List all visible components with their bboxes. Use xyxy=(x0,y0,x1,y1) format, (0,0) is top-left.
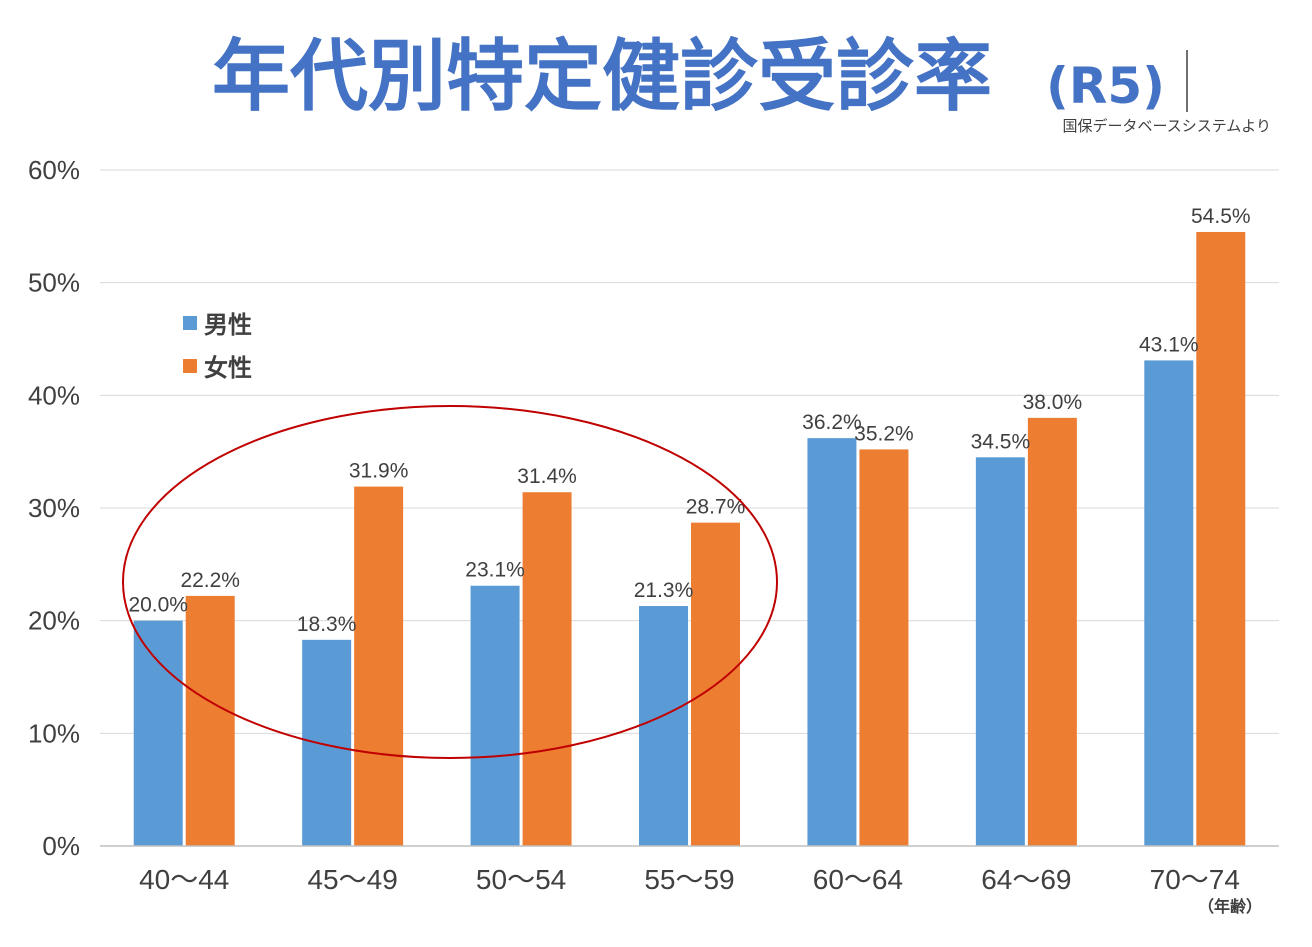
bar-male-4 xyxy=(807,438,857,846)
data-label: 54.5% xyxy=(1191,205,1251,228)
data-label: 36.2% xyxy=(802,411,862,434)
x-tick-label: 45～49 xyxy=(307,864,397,895)
bar-male-1 xyxy=(302,639,352,846)
y-tick-label: 40% xyxy=(28,380,80,410)
y-tick-label: 50% xyxy=(28,268,80,298)
bar-male-6 xyxy=(1144,360,1194,846)
highlight-ellipse xyxy=(122,405,778,759)
legend-label-female: 女性 xyxy=(204,354,252,382)
x-axis-unit-label: （年齢） xyxy=(1198,897,1262,916)
bar-female-4 xyxy=(859,449,909,846)
source-note: 国保データベースシステムより xyxy=(1062,117,1271,135)
data-labels: 20.0%22.2% 18.3% 31.9% 23.1% 31.4% 21.3% 28.7%… xyxy=(128,205,1250,636)
bar-male-5 xyxy=(975,457,1025,846)
data-label: 35.2% xyxy=(854,422,914,445)
x-tick-label: 50～54 xyxy=(476,864,566,895)
data-label: 21.3% xyxy=(634,579,694,602)
x-tick-label: 60～64 xyxy=(813,864,903,895)
data-label: 20.0% xyxy=(128,594,188,617)
y-axis-ticks: 0% 10% 20% 30% 40% 50% 60% xyxy=(28,155,80,861)
y-tick-label: 0% xyxy=(42,831,80,861)
bar-male-2 xyxy=(470,585,520,846)
y-tick-label: 20% xyxy=(28,606,80,636)
bar-female-1 xyxy=(354,486,404,846)
bar-male-0 xyxy=(133,620,183,846)
data-label: 34.5% xyxy=(971,430,1031,453)
y-tick-label: 10% xyxy=(28,718,80,748)
data-label: 31.4% xyxy=(517,465,577,488)
data-label: 23.1% xyxy=(465,559,525,582)
bar-female-0 xyxy=(185,595,235,846)
legend-swatch-male xyxy=(183,316,197,330)
legend-swatch-female xyxy=(183,359,197,373)
bars xyxy=(133,231,1246,846)
x-tick-label: 64～69 xyxy=(981,864,1071,895)
data-label: 22.2% xyxy=(180,569,240,592)
y-tick-label: 60% xyxy=(28,155,80,185)
x-tick-label: 55～59 xyxy=(644,864,734,895)
chart-title: 年代別特定健診受診率 xyxy=(212,32,992,122)
y-tick-label: 30% xyxy=(28,493,80,523)
data-label: 28.7% xyxy=(686,496,746,519)
data-label: 31.9% xyxy=(349,460,409,483)
x-axis-ticks: 40～44 45～49 50～54 55～59 60～64 64～69 70～74 xyxy=(139,864,1240,895)
x-tick-label: 70～74 xyxy=(1150,864,1240,895)
data-label: 18.3% xyxy=(297,613,357,636)
bar-female-5 xyxy=(1027,417,1077,846)
data-label: 43.1% xyxy=(1139,333,1199,356)
x-tick-label: 40～44 xyxy=(139,864,229,895)
bar-female-2 xyxy=(522,492,572,846)
bar-male-3 xyxy=(639,606,688,846)
legend-label-male: 男性 xyxy=(204,311,252,339)
chart-title-suffix: (R5) xyxy=(1046,57,1165,115)
bar-female-6 xyxy=(1196,231,1246,846)
legend: 男性 女性 xyxy=(183,311,252,382)
data-label: 38.0% xyxy=(1023,391,1083,414)
gridlines xyxy=(100,169,1279,734)
